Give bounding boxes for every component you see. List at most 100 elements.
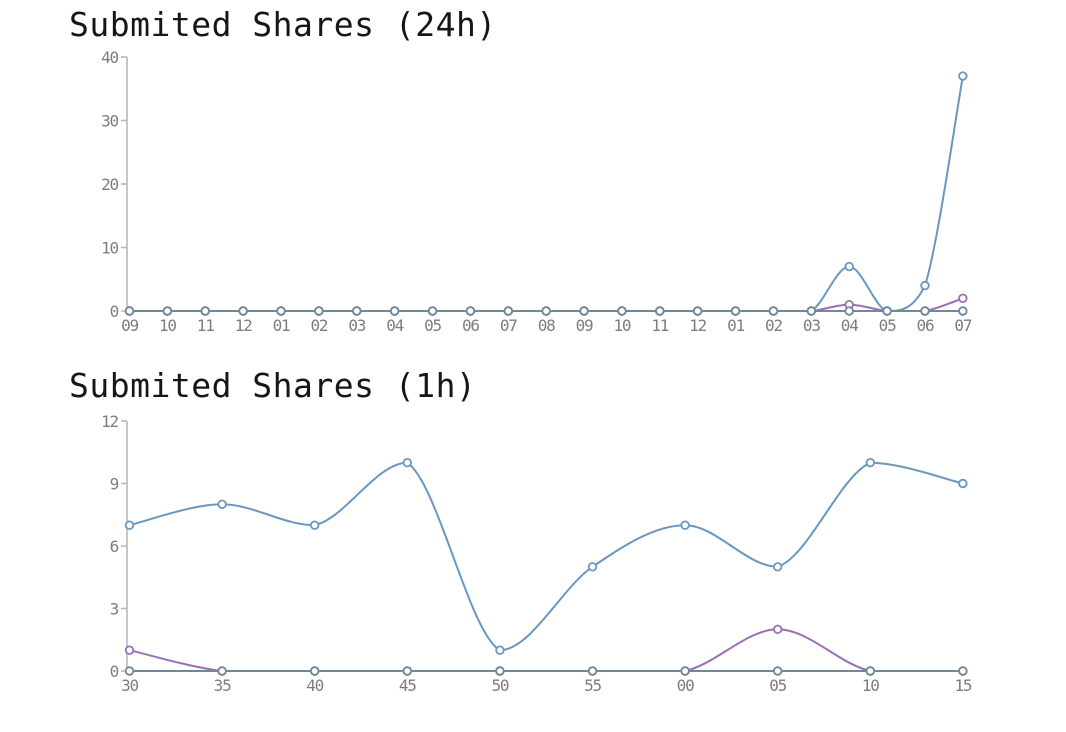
- data-point-marker-gray-baseline[interactable]: [310, 666, 320, 676]
- data-point-marker-gray-baseline[interactable]: [617, 306, 627, 316]
- data-point-marker-gray-baseline[interactable]: [200, 306, 210, 316]
- y-tick-label: 0: [110, 302, 119, 321]
- data-point-marker-blue[interactable]: [680, 520, 690, 530]
- y-tick-label: 6: [110, 537, 119, 556]
- data-point-marker-gray-baseline[interactable]: [773, 666, 783, 676]
- data-point-marker-gray-baseline[interactable]: [958, 306, 968, 316]
- x-tick-label: 05: [879, 316, 896, 335]
- x-tick-label: 06: [462, 316, 479, 335]
- x-tick-label: 04: [841, 316, 858, 335]
- data-point-marker-gray-baseline[interactable]: [124, 306, 135, 316]
- data-point-marker-blue[interactable]: [124, 520, 135, 530]
- data-point-marker-gray-baseline[interactable]: [958, 666, 968, 676]
- data-point-marker-purple[interactable]: [124, 645, 135, 655]
- x-tick-label: 40: [306, 676, 323, 695]
- x-tick-label: 12: [235, 316, 252, 335]
- x-tick-label: 45: [399, 676, 416, 695]
- x-tick-label: 07: [500, 316, 517, 335]
- x-tick-label: 06: [917, 316, 934, 335]
- x-tick-label: 11: [197, 316, 214, 335]
- y-tick-label: 40: [101, 48, 118, 67]
- data-point-marker-gray-baseline[interactable]: [587, 666, 598, 676]
- data-point-marker-blue[interactable]: [217, 499, 227, 510]
- data-point-marker-gray-baseline[interactable]: [806, 306, 817, 316]
- data-point-marker-gray-baseline[interactable]: [503, 306, 513, 316]
- data-point-marker-blue[interactable]: [865, 457, 875, 468]
- data-point-marker-blue[interactable]: [958, 71, 968, 81]
- data-point-marker-gray-baseline[interactable]: [920, 306, 930, 316]
- data-point-marker-blue[interactable]: [310, 520, 320, 530]
- x-tick-label: 15: [954, 676, 971, 695]
- data-point-marker-blue[interactable]: [920, 280, 930, 291]
- data-point-marker-gray-baseline[interactable]: [495, 666, 505, 676]
- x-tick-label: 09: [121, 316, 138, 335]
- x-tick-label: 01: [273, 316, 290, 335]
- x-tick-label: 10: [159, 316, 176, 335]
- x-tick-label: 35: [214, 676, 231, 695]
- chart-1h-title: Submited Shares (1h): [69, 366, 477, 405]
- data-point-marker-blue[interactable]: [495, 645, 505, 655]
- x-tick-label: 30: [121, 676, 138, 695]
- data-point-marker-blue[interactable]: [402, 457, 412, 468]
- data-point-marker-blue[interactable]: [958, 478, 968, 489]
- x-tick-label: 01: [727, 316, 744, 335]
- data-point-marker-gray-baseline[interactable]: [352, 306, 362, 316]
- series-line-blue: [128, 461, 964, 652]
- y-tick-label: 20: [101, 175, 118, 194]
- chart-1h-plot[interactable]: 0 3 6 9 12 30 35 40 45 50 55 00 05 10 15: [101, 412, 973, 695]
- x-tick-label: 11: [651, 316, 668, 335]
- y-tick-label: 3: [110, 600, 119, 619]
- data-point-marker-gray-baseline[interactable]: [427, 306, 438, 316]
- x-tick-label: 02: [765, 316, 782, 335]
- data-point-marker-blue[interactable]: [773, 562, 783, 572]
- x-tick-label: 05: [769, 676, 786, 695]
- x-tick-label: 10: [862, 676, 879, 695]
- x-tick-label: 50: [491, 676, 508, 695]
- data-point-marker-gray-baseline[interactable]: [238, 306, 248, 316]
- data-point-marker-gray-baseline[interactable]: [217, 666, 227, 676]
- y-tick-label: 9: [110, 475, 119, 494]
- y-tick-label: 10: [101, 239, 118, 258]
- data-point-marker-gray-baseline[interactable]: [680, 666, 690, 676]
- data-point-marker-gray-baseline[interactable]: [655, 306, 665, 316]
- x-tick-label: 03: [803, 316, 820, 335]
- data-point-marker-gray-baseline[interactable]: [124, 666, 135, 676]
- data-point-marker-blue[interactable]: [587, 562, 598, 572]
- data-point-marker-gray-baseline[interactable]: [730, 306, 741, 316]
- data-point-marker-purple[interactable]: [773, 624, 783, 635]
- x-tick-label: 03: [348, 316, 365, 335]
- y-tick-label: 12: [101, 412, 118, 431]
- x-tick-label: 10: [614, 316, 631, 335]
- data-point-marker-gray-baseline[interactable]: [276, 306, 286, 316]
- x-tick-label: 09: [576, 316, 593, 335]
- x-tick-label: 05: [424, 316, 441, 335]
- x-tick-label: 55: [584, 676, 601, 695]
- x-tick-label: 00: [677, 676, 694, 695]
- data-point-marker-gray-baseline[interactable]: [579, 306, 589, 316]
- x-tick-label: 07: [954, 316, 971, 335]
- chart-24h-title: Submited Shares (24h): [69, 5, 497, 44]
- data-point-marker-gray-baseline[interactable]: [314, 306, 324, 316]
- data-point-marker-gray-baseline[interactable]: [389, 306, 400, 316]
- data-point-marker-gray-baseline[interactable]: [162, 306, 173, 316]
- data-point-marker-gray-baseline[interactable]: [882, 306, 892, 316]
- data-point-marker-gray-baseline[interactable]: [465, 306, 476, 316]
- y-tick-label: 30: [101, 112, 118, 131]
- data-point-marker-gray-baseline[interactable]: [402, 666, 412, 676]
- series-line-blue: [128, 75, 964, 313]
- data-point-marker-purple[interactable]: [958, 293, 968, 303]
- data-point-marker-gray-baseline[interactable]: [844, 306, 854, 316]
- series-line-purple: [128, 628, 964, 673]
- y-tick-label: 0: [110, 662, 119, 681]
- data-point-marker-gray-baseline[interactable]: [768, 306, 779, 316]
- data-point-marker-blue[interactable]: [844, 261, 854, 272]
- x-tick-label: 12: [689, 316, 706, 335]
- x-tick-label: 04: [386, 316, 403, 335]
- x-tick-label: 02: [310, 316, 327, 335]
- data-point-marker-gray-baseline[interactable]: [693, 306, 703, 316]
- data-point-marker-gray-baseline[interactable]: [541, 306, 551, 316]
- data-point-marker-gray-baseline[interactable]: [865, 666, 875, 676]
